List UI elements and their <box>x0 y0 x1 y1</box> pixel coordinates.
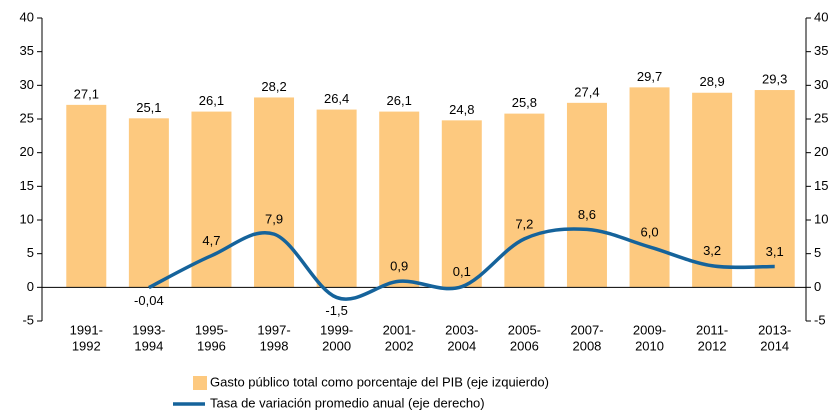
bar <box>66 104 107 288</box>
y-tick-label: 25 <box>20 110 34 125</box>
line-value-label: 8,6 <box>578 207 596 222</box>
x-tick-label: 2005- <box>508 322 541 337</box>
x-tick-label: 1996 <box>197 338 226 353</box>
legend-label: Gasto público total como porcentaje del … <box>210 374 549 389</box>
line-value-label: 3,2 <box>703 243 721 258</box>
y2-tick-label: 5 <box>814 245 821 260</box>
line-value-label: 0,1 <box>453 264 471 279</box>
bar <box>379 111 420 288</box>
line-value-label: 3,1 <box>766 244 784 259</box>
bar <box>754 90 795 288</box>
y2-tick-label: 20 <box>814 144 828 159</box>
line-value-label: -1,5 <box>325 303 347 318</box>
bar <box>128 118 169 288</box>
x-tick-label: 2008 <box>572 338 601 353</box>
bar <box>504 113 545 288</box>
x-tick-label: 1999- <box>320 322 353 337</box>
bar-value-label: 26,4 <box>324 91 349 106</box>
bar <box>316 109 357 288</box>
bar-value-label: 26,1 <box>387 93 412 108</box>
y2-tick-label: 35 <box>814 43 828 58</box>
line-value-label: 7,9 <box>265 212 283 227</box>
x-tick-label: 1994 <box>134 338 163 353</box>
x-tick-label: 2011- <box>696 322 728 337</box>
y-tick-label: 20 <box>20 144 34 159</box>
bar <box>191 111 232 288</box>
bar-value-label: 25,1 <box>136 100 161 115</box>
y-tick-label: 35 <box>20 43 34 58</box>
x-tick-label: 2014 <box>760 338 789 353</box>
y2-tick-label: 0 <box>814 279 821 294</box>
y2-tick-label: 15 <box>814 178 828 193</box>
x-tick-label: 1998 <box>260 338 289 353</box>
y2-tick-label: 10 <box>814 211 828 226</box>
y2-tick-label: -5 <box>814 312 826 327</box>
y-tick-label: -5 <box>22 312 34 327</box>
y-tick-label: 0 <box>27 279 34 294</box>
x-tick-label: 2000 <box>322 338 351 353</box>
x-tick-label: 2002 <box>385 338 414 353</box>
x-tick-label: 2004 <box>447 338 476 353</box>
bar-value-label: 24,8 <box>449 102 474 117</box>
y2-tick-label: 30 <box>814 77 828 92</box>
line-value-label: 7,2 <box>515 216 533 231</box>
bar-value-label: 28,2 <box>261 79 286 94</box>
y2-tick-label: 40 <box>814 9 828 24</box>
x-tick-label: 2010 <box>635 338 664 353</box>
x-tick-label: 2012 <box>698 338 727 353</box>
legend-label: Tasa de variación promedio anual (eje de… <box>210 395 485 410</box>
x-tick-label: 2003- <box>445 322 478 337</box>
y-tick-label: 5 <box>27 245 34 260</box>
bar <box>254 97 295 288</box>
x-tick-label: 1995- <box>195 322 228 337</box>
y-tick-label: 10 <box>20 211 34 226</box>
x-tick-label: 2007- <box>570 322 603 337</box>
bar <box>566 102 607 288</box>
x-tick-label: 1991- <box>70 322 103 337</box>
x-tick-label: 1992 <box>72 338 101 353</box>
x-tick-label: 1997- <box>257 322 290 337</box>
bar-value-label: 28,9 <box>699 74 724 89</box>
legend-swatch <box>193 376 207 390</box>
bar-value-label: 29,3 <box>762 71 787 86</box>
x-tick-label: 2006 <box>510 338 539 353</box>
bar <box>441 120 482 288</box>
y2-tick-label: 25 <box>814 110 828 125</box>
y-tick-label: 15 <box>20 178 34 193</box>
x-tick-label: 2013- <box>758 322 791 337</box>
line-value-label: 0,9 <box>390 259 408 274</box>
x-tick-label: 1993- <box>132 322 165 337</box>
bar-value-label: 27,1 <box>74 86 99 101</box>
line-value-label: 6,0 <box>641 224 659 239</box>
bar <box>692 92 733 288</box>
line-value-label: -0,04 <box>134 293 164 308</box>
y-tick-label: 30 <box>20 77 34 92</box>
bar <box>629 87 670 288</box>
x-tick-label: 2001- <box>383 322 416 337</box>
bar-value-label: 25,8 <box>512 95 537 110</box>
bar-value-label: 26,1 <box>199 93 224 108</box>
line <box>148 227 775 301</box>
bar-value-label: 27,4 <box>574 84 599 99</box>
y-tick-label: 40 <box>20 9 34 24</box>
bar-value-label: 29,7 <box>637 69 662 84</box>
line-value-label: 4,7 <box>202 233 220 248</box>
x-tick-label: 2009- <box>633 322 666 337</box>
